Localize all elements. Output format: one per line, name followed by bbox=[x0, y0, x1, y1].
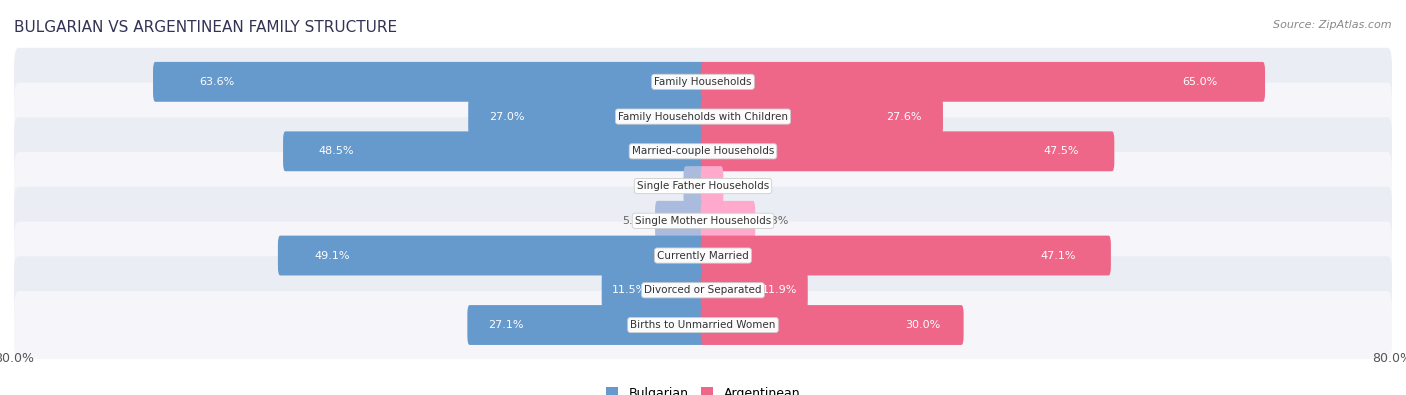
Text: 30.0%: 30.0% bbox=[905, 320, 941, 330]
FancyBboxPatch shape bbox=[14, 152, 1392, 220]
FancyBboxPatch shape bbox=[153, 62, 706, 102]
FancyBboxPatch shape bbox=[14, 83, 1392, 150]
Text: 48.5%: 48.5% bbox=[319, 146, 354, 156]
Text: Family Households: Family Households bbox=[654, 77, 752, 87]
FancyBboxPatch shape bbox=[14, 187, 1392, 255]
FancyBboxPatch shape bbox=[278, 235, 706, 275]
FancyBboxPatch shape bbox=[700, 97, 943, 137]
Text: Single Mother Households: Single Mother Households bbox=[636, 216, 770, 226]
Text: 49.1%: 49.1% bbox=[314, 250, 350, 261]
Text: Married-couple Households: Married-couple Households bbox=[631, 146, 775, 156]
FancyBboxPatch shape bbox=[683, 166, 706, 206]
Text: BULGARIAN VS ARGENTINEAN FAMILY STRUCTURE: BULGARIAN VS ARGENTINEAN FAMILY STRUCTUR… bbox=[14, 20, 396, 35]
FancyBboxPatch shape bbox=[700, 270, 808, 310]
FancyBboxPatch shape bbox=[283, 132, 706, 171]
FancyBboxPatch shape bbox=[14, 291, 1392, 359]
FancyBboxPatch shape bbox=[700, 235, 1111, 275]
FancyBboxPatch shape bbox=[655, 201, 706, 241]
Text: 27.1%: 27.1% bbox=[488, 320, 524, 330]
Text: 27.0%: 27.0% bbox=[489, 111, 524, 122]
FancyBboxPatch shape bbox=[700, 305, 963, 345]
Text: Source: ZipAtlas.com: Source: ZipAtlas.com bbox=[1274, 20, 1392, 30]
Text: Divorced or Separated: Divorced or Separated bbox=[644, 285, 762, 295]
FancyBboxPatch shape bbox=[700, 62, 1265, 102]
Text: 63.6%: 63.6% bbox=[200, 77, 235, 87]
Text: 47.1%: 47.1% bbox=[1040, 250, 1076, 261]
FancyBboxPatch shape bbox=[14, 48, 1392, 116]
Legend: Bulgarian, Argentinean: Bulgarian, Argentinean bbox=[600, 382, 806, 395]
Text: 5.3%: 5.3% bbox=[623, 216, 651, 226]
FancyBboxPatch shape bbox=[14, 117, 1392, 185]
Text: 11.9%: 11.9% bbox=[762, 285, 797, 295]
FancyBboxPatch shape bbox=[700, 166, 723, 206]
Text: Currently Married: Currently Married bbox=[657, 250, 749, 261]
FancyBboxPatch shape bbox=[468, 97, 706, 137]
Text: 27.6%: 27.6% bbox=[886, 111, 922, 122]
Text: 2.1%: 2.1% bbox=[728, 181, 756, 191]
Text: Single Father Households: Single Father Households bbox=[637, 181, 769, 191]
Text: 2.0%: 2.0% bbox=[651, 181, 679, 191]
FancyBboxPatch shape bbox=[467, 305, 706, 345]
Text: 47.5%: 47.5% bbox=[1043, 146, 1080, 156]
Text: Family Households with Children: Family Households with Children bbox=[619, 111, 787, 122]
Text: Births to Unmarried Women: Births to Unmarried Women bbox=[630, 320, 776, 330]
Text: 11.5%: 11.5% bbox=[612, 285, 647, 295]
FancyBboxPatch shape bbox=[700, 132, 1115, 171]
Text: 5.8%: 5.8% bbox=[759, 216, 789, 226]
FancyBboxPatch shape bbox=[602, 270, 706, 310]
FancyBboxPatch shape bbox=[14, 222, 1392, 290]
FancyBboxPatch shape bbox=[700, 201, 755, 241]
FancyBboxPatch shape bbox=[14, 256, 1392, 324]
Text: 65.0%: 65.0% bbox=[1182, 77, 1218, 87]
